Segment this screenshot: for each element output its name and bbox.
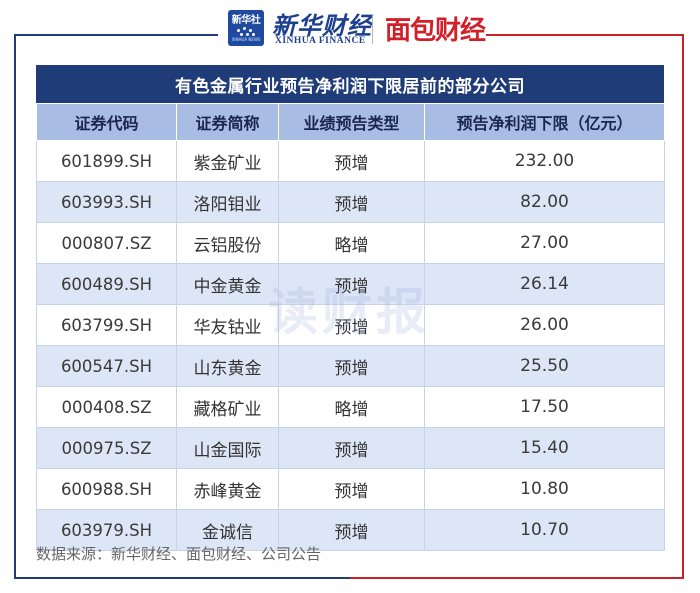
cell-type: 预增 [278,468,425,510]
data-source-note: 数据来源：新华财经、面包财经、公司公告 [36,545,322,563]
table-row: 600489.SH 中金黄金 预增 26.14 [36,263,665,305]
cell-code: 000408.SZ [36,386,177,428]
cell-type: 预增 [278,345,425,387]
cell-name: 紫金矿业 [176,140,279,182]
cell-type: 略增 [278,222,425,264]
partner-logo: 面包财经 [385,16,486,46]
cell-profit: 15.40 [424,427,665,469]
cell-profit: 25.50 [424,345,665,387]
frame-line-top-left [14,34,218,36]
xinhua-logo-icon: 新华社 XINHUA NEWS [228,10,264,46]
brand-name-en: XINHUA FINANCE [275,36,366,46]
cell-name: 山东黄金 [176,345,279,387]
column-header-name: 证券简称 [176,103,279,141]
frame-line-right [682,34,684,579]
cell-code: 600988.SH [36,468,177,510]
cell-code: 000975.SZ [36,427,177,469]
xinhua-logo-top-text: 新华社 [231,14,261,26]
table-row: 603979.SH 金诚信 预增 10.70 [36,509,665,551]
cell-profit: 232.00 [424,140,665,182]
table-header-row: 证券代码 证券简称 业绩预告类型 预告净利润下限（亿元） [36,103,665,141]
cell-type: 略增 [278,386,425,428]
column-header-code: 证券代码 [36,103,177,141]
globe-dots-icon [235,26,257,37]
cell-name: 金诚信 [176,509,279,551]
cell-code: 603979.SH [36,509,177,551]
data-table-container: 有色金属行业预告净利润下限居前的部分公司 证券代码 证券简称 业绩预告类型 预告… [36,65,665,551]
xinhua-logo-bottom-text: XINHUA NEWS [231,36,261,42]
cell-code: 000807.SZ [36,222,177,264]
cell-profit: 10.70 [424,509,665,551]
cell-name: 山金国际 [176,427,279,469]
cell-code: 601899.SH [36,140,177,182]
cell-profit: 17.50 [424,386,665,428]
brand-name-cn: 新华财经 [272,11,372,40]
table-row: 603799.SH 华友钴业 预增 26.00 [36,304,665,346]
cell-profit: 26.00 [424,304,665,346]
logo-divider [372,14,373,44]
column-header-type: 业绩预告类型 [278,103,425,141]
cell-type: 预增 [278,263,425,305]
cell-type: 预增 [278,140,425,182]
cell-type: 预增 [278,304,425,346]
cell-code: 600547.SH [36,345,177,387]
frame-line-bottom-left [14,577,350,579]
cell-profit: 10.80 [424,468,665,510]
cell-type: 预增 [278,509,425,551]
cell-name: 赤峰黄金 [176,468,279,510]
data-table: 证券代码 证券简称 业绩预告类型 预告净利润下限（亿元） 601899.SH 紫… [36,103,665,551]
frame-line-bottom-right [350,577,684,579]
cell-code: 603993.SH [36,181,177,223]
table-row: 000408.SZ 藏格矿业 略增 17.50 [36,386,665,428]
table-row: 600988.SH 赤峰黄金 预增 10.80 [36,468,665,510]
table-title: 有色金属行业预告净利润下限居前的部分公司 [36,65,664,103]
cell-type: 预增 [278,181,425,223]
cell-name: 中金黄金 [176,263,279,305]
cell-name: 云铝股份 [176,222,279,264]
frame-line-top-right [486,34,684,36]
frame-line-left [14,34,16,579]
table-row: 600547.SH 山东黄金 预增 25.50 [36,345,665,387]
table-row: 000807.SZ 云铝股份 略增 27.00 [36,222,665,264]
cell-name: 洛阳钼业 [176,181,279,223]
cell-profit: 27.00 [424,222,665,264]
column-header-profit: 预告净利润下限（亿元） [424,103,665,141]
table-row: 601899.SH 紫金矿业 预增 232.00 [36,140,665,182]
table-row: 603993.SH 洛阳钼业 预增 82.00 [36,181,665,223]
cell-profit: 26.14 [424,263,665,305]
cell-name: 华友钴业 [176,304,279,346]
cell-name: 藏格矿业 [176,386,279,428]
cell-profit: 82.00 [424,181,665,223]
cell-type: 预增 [278,427,425,469]
cell-code: 603799.SH [36,304,177,346]
table-row: 000975.SZ 山金国际 预增 15.40 [36,427,665,469]
cell-code: 600489.SH [36,263,177,305]
